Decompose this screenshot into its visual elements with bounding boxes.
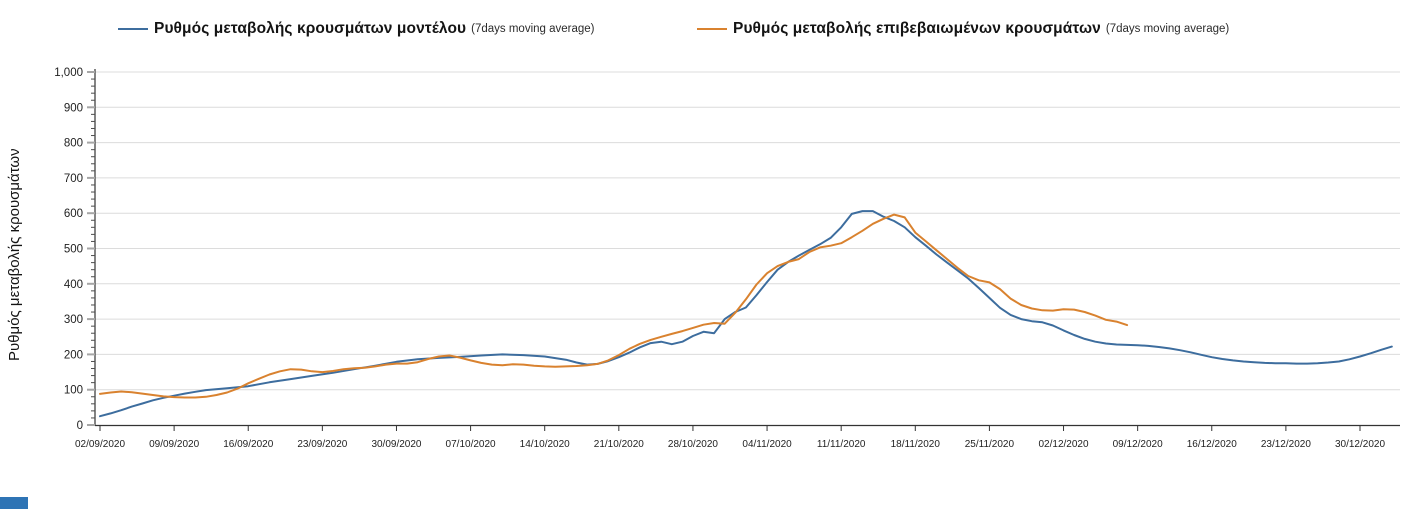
x-tick-label: 18/11/2020 (891, 439, 941, 450)
y-tick-label: 0 (77, 420, 83, 432)
y-tick-label: 900 (64, 102, 83, 114)
y-tick-label: 300 (64, 314, 83, 326)
x-tick-label: 07/10/2020 (446, 439, 496, 450)
x-tick-label: 21/10/2020 (594, 439, 644, 450)
x-tick-label: 02/09/2020 (75, 439, 125, 450)
y-axis-title: Ρυθμός μεταβολής κρουσμάτων (6, 148, 23, 362)
x-tick-label: 16/09/2020 (223, 439, 273, 450)
legend: Ρυθμός μεταβολής κρουσμάτων μοντέλου (7d… (0, 20, 1408, 50)
legend-label-confirmed: Ρυθμός μεταβολής επιβεβαιωμένων κρουσμάτ… (733, 20, 1101, 37)
y-tick-label: 600 (64, 208, 83, 220)
x-tick-label: 09/09/2020 (149, 439, 199, 450)
x-tick-label: 11/11/2020 (817, 439, 866, 450)
x-tick-label: 25/11/2020 (965, 439, 1015, 450)
x-tick-label: 28/10/2020 (668, 439, 718, 450)
x-tick-label: 30/12/2020 (1335, 439, 1385, 450)
y-tick-label: 700 (64, 173, 83, 185)
series-line-1 (99, 213, 1129, 399)
y-tick-label: 100 (64, 385, 83, 397)
legend-line-marker-orange (697, 28, 727, 30)
x-tick-label: 16/12/2020 (1187, 439, 1237, 450)
y-tick-label: 1,000 (54, 67, 83, 79)
x-tick-label: 14/10/2020 (520, 439, 570, 450)
legend-sublabel-confirmed: (7days moving average) (1105, 23, 1230, 35)
y-tick-label: 200 (64, 349, 83, 361)
legend-line-marker-blue (118, 28, 148, 30)
x-tick-label: 04/11/2020 (742, 439, 792, 450)
series-line-0 (99, 210, 1393, 418)
legend-sublabel-model: (7days moving average) (471, 23, 595, 35)
legend-item-confirmed: Ρυθμός μεταβολής επιβεβαιωμένων κρουσμάτ… (697, 20, 1229, 38)
y-tick-label: 400 (64, 279, 83, 291)
x-tick-label: 02/12/2020 (1038, 439, 1088, 450)
x-tick-label: 09/12/2020 (1113, 439, 1163, 450)
corner-chip (0, 497, 28, 509)
legend-item-model: Ρυθμός μεταβολής κρουσμάτων μοντέλου (7d… (118, 20, 595, 38)
x-tick-label: 23/09/2020 (297, 439, 347, 450)
x-tick-label: 23/12/2020 (1261, 439, 1311, 450)
y-tick-label: 800 (64, 138, 83, 150)
legend-label-model: Ρυθμός μεταβολής κρουσμάτων μοντέλου (154, 20, 467, 37)
y-tick-label: 500 (64, 244, 83, 256)
x-tick-label: 30/09/2020 (371, 439, 421, 450)
